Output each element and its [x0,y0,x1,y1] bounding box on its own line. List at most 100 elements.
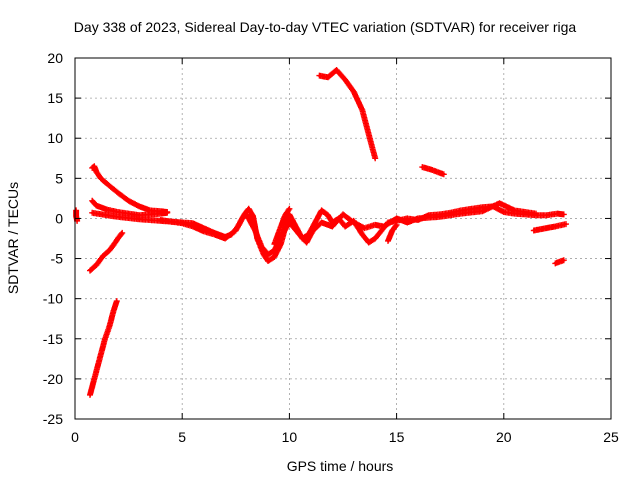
data-point [93,165,96,168]
data-point [320,209,323,212]
data-point [326,214,330,217]
y-tick-label: -20 [43,371,63,387]
data-point [138,218,141,221]
data-point [363,226,366,230]
series-trace-a [73,207,81,224]
data-point [251,214,255,218]
data-point [554,225,557,228]
data-point [311,229,315,232]
data-point [88,393,92,397]
y-tick-label: 5 [55,170,63,186]
data-point [562,258,566,262]
data-point [429,168,433,171]
series-trace-j [385,221,400,244]
data-point [545,214,548,217]
data-point [283,214,287,217]
data-trace [530,221,569,234]
data-point [416,217,420,220]
data-point [556,212,559,215]
data-point [343,225,347,228]
data-point [191,225,195,228]
data-point [95,170,98,174]
x-tick-label: 0 [71,429,79,445]
data-point [558,260,561,263]
data-point [95,369,98,373]
data-point [138,205,141,208]
data-point [320,221,323,224]
data-point [88,269,92,272]
data-point [534,212,538,215]
series-trace-i [419,164,447,178]
y-tick-label: -25 [43,411,63,427]
data-trace [157,200,539,258]
data-point [127,199,130,202]
data-point [234,229,237,232]
x-tick-label: 20 [496,429,512,445]
data-point [101,254,105,258]
data-point [498,202,501,205]
series-trace-l [552,257,567,267]
data-point [438,215,441,219]
y-tick-label: 15 [47,90,63,106]
data-trace [87,298,120,398]
data-point [273,249,276,252]
data-trace [419,164,447,178]
data-point [90,211,94,215]
data-point [108,325,111,328]
data-point [288,221,291,224]
data-point [562,213,566,216]
data-point [373,223,377,227]
data-point [266,253,270,256]
data-point [90,385,94,389]
data-point [459,212,463,215]
data-point [395,217,398,220]
y-tick-label: -5 [51,251,64,267]
series-trace-c [89,197,171,219]
data-point [223,237,227,240]
data-point [386,239,390,243]
data-point [373,157,377,160]
data-point [564,222,568,226]
data-point [159,218,162,222]
data-point [352,221,355,224]
y-tick-label: -10 [43,291,63,307]
data-point [481,206,484,209]
data-point [127,212,130,215]
data-point [103,337,107,340]
data-point [513,209,516,212]
data-point [382,225,385,228]
data-point [318,74,321,77]
chart-title: Day 338 of 2023, Sidereal Day-to-day VTE… [74,19,577,35]
data-point [241,217,244,220]
data-point [343,78,347,81]
data-point [105,208,109,211]
data-point [99,353,102,357]
data-point [148,209,152,212]
data-point [112,243,115,247]
data-point [532,229,536,232]
data-points [73,67,569,398]
data-point [165,211,169,215]
data-point [105,214,109,217]
data-point [247,207,250,211]
y-tick-label: -15 [43,331,63,347]
data-point [116,210,120,214]
data-point [341,213,345,216]
data-point [406,217,409,220]
data-point [253,229,257,232]
data-point [331,225,334,228]
data-point [545,226,548,230]
data-point [296,231,300,235]
data-point [442,173,445,176]
y-axis-label: SDTVAR / TECUs [5,182,21,294]
data-point [554,262,557,265]
y-tick-label: 0 [55,210,63,226]
data-point [95,204,98,207]
data-trace [87,229,126,274]
x-axis-label: GPS time / hours [287,458,394,474]
series-trace-k [530,221,569,234]
data-point [170,220,173,223]
data-point [305,241,308,244]
axis-ticks: 0 5 10 15 20 25 -25 -20 -15 -10 -5 0 5 10 15 20 [43,50,619,445]
y-tick-label: 20 [47,50,63,66]
